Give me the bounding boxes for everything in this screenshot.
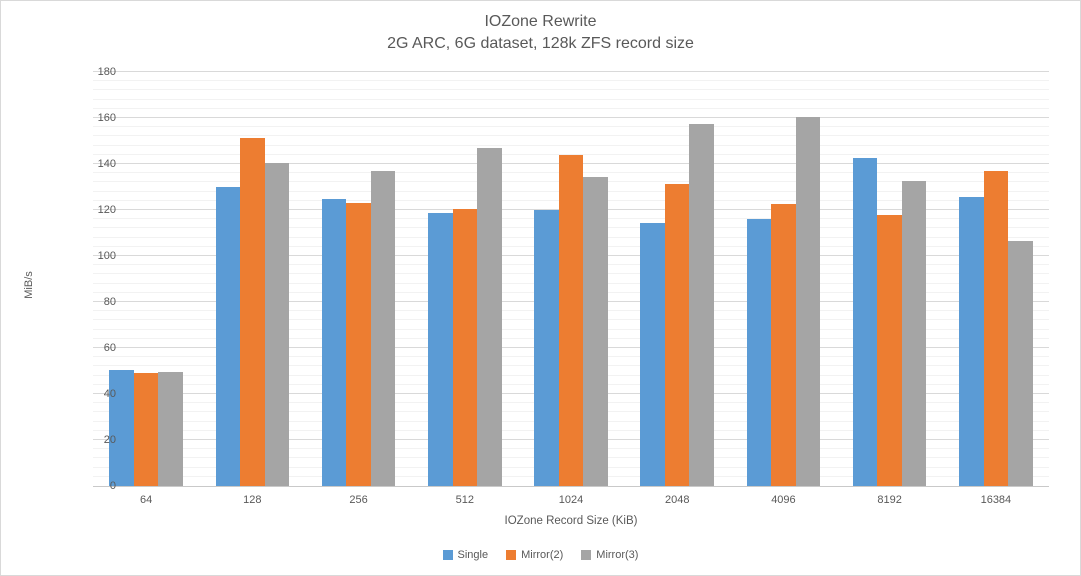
x-category-label: 256 (349, 494, 368, 506)
bar-single (215, 187, 241, 486)
bar-mirror2 (983, 170, 1009, 486)
bar-mirror3 (689, 123, 714, 486)
y-axis-title: MiB/s (22, 271, 35, 299)
legend-label: Single (457, 549, 489, 561)
y-tick-label: 0 (109, 480, 116, 492)
bar-mirror2 (240, 137, 265, 486)
bar-single (321, 198, 347, 486)
legend-item: Mirror(3) (581, 549, 638, 561)
chart-subtitle: 2G ARC, 6G dataset, 128k ZFS record size (387, 35, 694, 52)
bar-single (640, 222, 665, 486)
bar-mirror3 (901, 181, 927, 486)
x-category-label: 64 (139, 494, 153, 506)
bar-group (624, 72, 730, 486)
plot-area (93, 71, 1049, 487)
major-gridline (93, 117, 1049, 118)
legend: Single Mirror(2) Mirror(3) (1, 549, 1080, 561)
bar-mirror2 (771, 204, 796, 486)
bar-group (93, 72, 199, 486)
bar-mirror2 (664, 183, 690, 486)
minor-gridline (93, 135, 1049, 137)
legend-swatch (581, 550, 592, 560)
bar-mirror3 (1008, 241, 1033, 486)
bar-group (412, 72, 518, 486)
y-tick-label: 120 (97, 204, 116, 216)
x-category-label: 8192 (877, 494, 902, 506)
y-tick-label: 60 (103, 342, 116, 354)
chart-title-block: IOZone Rewrite 2G ARC, 6G dataset, 128k … (1, 11, 1080, 55)
x-category-label: 2048 (664, 494, 690, 506)
bar-mirror3 (370, 170, 396, 486)
bar-mirror2 (558, 154, 584, 486)
bar-group (305, 72, 411, 486)
bar-single (428, 213, 453, 486)
y-tick-label: 20 (103, 434, 116, 446)
bar-single (852, 158, 878, 486)
bar-mirror3 (477, 147, 502, 486)
bar-mirror2 (346, 203, 371, 486)
legend-label: Mirror(3) (596, 549, 639, 561)
bar-single (959, 197, 984, 486)
x-category-label: 1024 (558, 494, 584, 506)
minor-gridline (93, 144, 1049, 146)
bar-mirror3 (795, 116, 821, 486)
chart-title: IOZone Rewrite (484, 13, 597, 30)
bar-mirror3 (583, 176, 608, 486)
x-category-label: 16384 (980, 494, 1012, 506)
x-category-label: 4096 (771, 494, 796, 506)
y-tick-label: 140 (97, 158, 116, 170)
bar-mirror2 (133, 373, 159, 486)
y-tick-label: 180 (97, 66, 116, 78)
x-axis-title: IOZone Record Size (KiB) (504, 515, 638, 527)
major-gridline (93, 71, 1049, 72)
bar-group (518, 72, 624, 486)
bar-single (109, 369, 134, 486)
legend-label: Mirror(2) (521, 549, 564, 561)
bar-group (199, 72, 305, 486)
minor-gridline (93, 80, 1049, 82)
bar-single (534, 210, 559, 486)
x-axis-line (93, 486, 1049, 487)
legend-swatch (442, 550, 453, 560)
minor-gridline (93, 89, 1049, 91)
minor-gridline (93, 153, 1049, 155)
bar-mirror2 (877, 214, 902, 486)
y-tick-label: 100 (97, 250, 116, 262)
legend-swatch (506, 550, 517, 560)
legend-item: Single (442, 549, 489, 561)
bar-group (837, 72, 943, 486)
y-tick-label: 40 (103, 388, 116, 400)
bar-mirror3 (158, 372, 183, 486)
bar-group (943, 72, 1049, 486)
minor-gridline (93, 126, 1049, 128)
bar-mirror3 (264, 162, 290, 486)
bar-mirror2 (452, 208, 478, 486)
bar-group (730, 72, 836, 486)
y-tick-label: 80 (103, 296, 116, 308)
x-category-label: 512 (455, 494, 474, 506)
y-tick-label: 160 (97, 112, 116, 124)
minor-gridline (93, 98, 1049, 100)
x-category-label: 128 (243, 494, 262, 506)
bar-single (746, 219, 772, 486)
minor-gridline (93, 107, 1049, 109)
legend-item: Mirror(2) (506, 549, 563, 561)
